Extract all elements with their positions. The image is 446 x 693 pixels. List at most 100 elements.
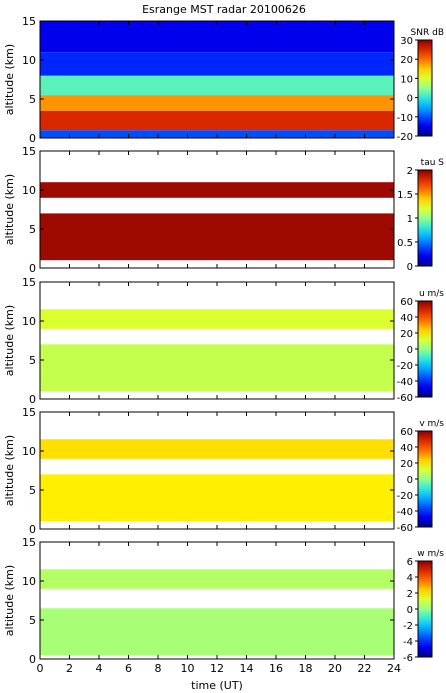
y-tick-label-u-0: 0 <box>29 393 36 406</box>
y-tick-label-snr-1: 5 <box>29 93 36 106</box>
y-tick-label-v-0: 0 <box>29 523 36 536</box>
data-layer-snr-4 <box>40 52 394 76</box>
y-tick-label-u-1: 5 <box>29 354 36 367</box>
data-layer-tau-1 <box>40 182 394 198</box>
data-layer-w-0 <box>40 608 394 656</box>
y-axis-label-w: altitude (km) <box>3 565 16 636</box>
colorbar-tick-label-snr-5: -20 <box>397 132 413 143</box>
x-tick-label-11: 22 <box>358 662 372 675</box>
y-axis-label-snr: altitude (km) <box>3 44 16 115</box>
colorbar-tick-label-w-3: 0 <box>407 605 413 616</box>
y-axis-label-tau: altitude (km) <box>3 174 16 245</box>
data-layer-snr-2 <box>40 95 394 111</box>
colorbar-tick-label-w-1: 4 <box>407 573 413 584</box>
y-tick-label-v-2: 10 <box>22 445 36 458</box>
data-layer-snr-3 <box>40 75 394 96</box>
y-tick-label-snr-3: 15 <box>22 15 36 28</box>
data-layer-w-1 <box>40 569 394 589</box>
colorbar-tick-label-tau-2: 1 <box>407 214 413 225</box>
colorbar-tick-label-v-2: 20 <box>400 459 413 470</box>
y-tick-label-v-1: 5 <box>29 484 36 497</box>
y-tick-label-v-3: 15 <box>22 406 36 419</box>
colorbar-w <box>417 560 433 658</box>
colorbar-tick-label-v-4: -20 <box>397 491 413 502</box>
y-tick-label-tau-3: 15 <box>22 145 36 158</box>
colorbar-tick-label-w-5: -4 <box>403 637 413 648</box>
y-tick-label-w-1: 5 <box>29 614 36 627</box>
colorbar-tick-label-w-0: 6 <box>407 557 413 568</box>
data-layer-snr-5 <box>40 21 394 53</box>
colorbar-tick-label-tau-1: 1.5 <box>397 190 413 201</box>
x-tick-label-8: 16 <box>269 662 283 675</box>
data-layer-tau-0 <box>40 213 394 261</box>
colorbar-tick-label-v-1: 40 <box>400 443 413 454</box>
colorbar-tick-label-v-5: -40 <box>397 507 413 518</box>
colorbar-label-tau: tau S <box>421 158 445 168</box>
y-tick-label-u-3: 15 <box>22 276 36 289</box>
colorbar-tick-label-u-6: -60 <box>397 393 413 404</box>
panel-u: 0 5 10 15 altitude (km) u m/s 60 40 20 0 -20 -40 -60 <box>3 276 444 406</box>
colorbar-tick-label-u-2: 20 <box>400 329 413 340</box>
y-axis-label-v: altitude (km) <box>3 435 16 506</box>
chart-title: Esrange MST radar 20100626 <box>142 3 306 16</box>
y-tick-label-tau-2: 10 <box>22 184 36 197</box>
colorbar-tick-label-v-3: 0 <box>407 475 413 486</box>
colorbar-v <box>417 430 433 528</box>
data-layer-u-1 <box>40 309 394 329</box>
data-layer-v-0 <box>40 474 394 522</box>
y-tick-label-tau-1: 5 <box>29 223 36 236</box>
data-layer-v-1 <box>40 439 394 459</box>
colorbar-tau <box>417 169 433 267</box>
colorbar-tick-label-snr-2: 10 <box>400 74 413 85</box>
x-tick-label-9: 18 <box>299 662 313 675</box>
data-layer-snr-1 <box>40 110 394 131</box>
colorbar-snr <box>417 39 433 137</box>
colorbar-tick-label-tau-0: 2 <box>407 166 413 177</box>
colorbar-tick-label-tau-4: 0 <box>407 262 413 273</box>
x-tick-label-6: 12 <box>210 662 224 675</box>
colorbar-tick-label-w-2: 2 <box>407 589 413 600</box>
colorbar-label-snr: SNR dB <box>411 28 444 38</box>
colorbar-tick-label-u-1: 40 <box>400 313 413 324</box>
x-tick-label-1: 2 <box>66 662 73 675</box>
colorbar-label-w: w m/s <box>417 549 444 559</box>
colorbar-tick-label-v-6: -60 <box>397 523 413 534</box>
colorbar-tick-label-u-5: -40 <box>397 377 413 388</box>
colorbar-tick-label-snr-3: 0 <box>407 94 413 105</box>
y-tick-label-w-2: 10 <box>22 575 36 588</box>
x-tick-label-5: 10 <box>181 662 195 675</box>
panel-tau: 0 5 10 15 altitude (km) tau S 2 1.5 1 0.5 0 <box>3 145 444 275</box>
colorbar-tick-label-snr-0: 30 <box>400 36 413 47</box>
y-tick-label-snr-2: 10 <box>22 54 36 67</box>
x-tick-label-0: 0 <box>37 662 44 675</box>
y-tick-label-snr-0: 0 <box>29 132 36 145</box>
y-tick-label-w-3: 15 <box>22 536 36 549</box>
colorbar-tick-label-tau-3: 0.5 <box>397 238 413 249</box>
colorbar-label-u: u m/s <box>419 289 444 299</box>
colorbar-tick-label-w-4: -2 <box>403 621 413 632</box>
x-tick-label-3: 6 <box>125 662 132 675</box>
colorbar-tick-label-snr-4: -10 <box>397 113 413 124</box>
colorbar-tick-label-snr-1: 20 <box>400 55 413 66</box>
colorbar-tick-label-u-0: 60 <box>400 297 413 308</box>
x-tick-label-7: 14 <box>240 662 254 675</box>
x-tick-label-12: 24 <box>387 662 401 675</box>
colorbar-label-v: v m/s <box>419 419 444 429</box>
colorbar-tick-label-v-0: 60 <box>400 427 413 438</box>
y-tick-label-u-2: 10 <box>22 315 36 328</box>
colorbar-u <box>417 300 433 398</box>
x-tick-label-4: 8 <box>155 662 162 675</box>
x-axis-label: time (UT) <box>191 679 243 692</box>
data-layer-u-0 <box>40 344 394 392</box>
y-tick-label-tau-0: 0 <box>29 262 36 275</box>
x-tick-label-2: 4 <box>96 662 103 675</box>
colorbar-tick-label-w-6: -6 <box>403 653 413 664</box>
x-tick-label-10: 20 <box>328 662 342 675</box>
y-tick-label-w-0: 0 <box>29 653 36 666</box>
colorbar-tick-label-u-4: -20 <box>397 361 413 372</box>
panel-v: 0 5 10 15 altitude (km) v m/s 60 40 20 0 -20 -40 -60 <box>3 406 444 536</box>
colorbar-tick-label-u-3: 0 <box>407 345 413 356</box>
